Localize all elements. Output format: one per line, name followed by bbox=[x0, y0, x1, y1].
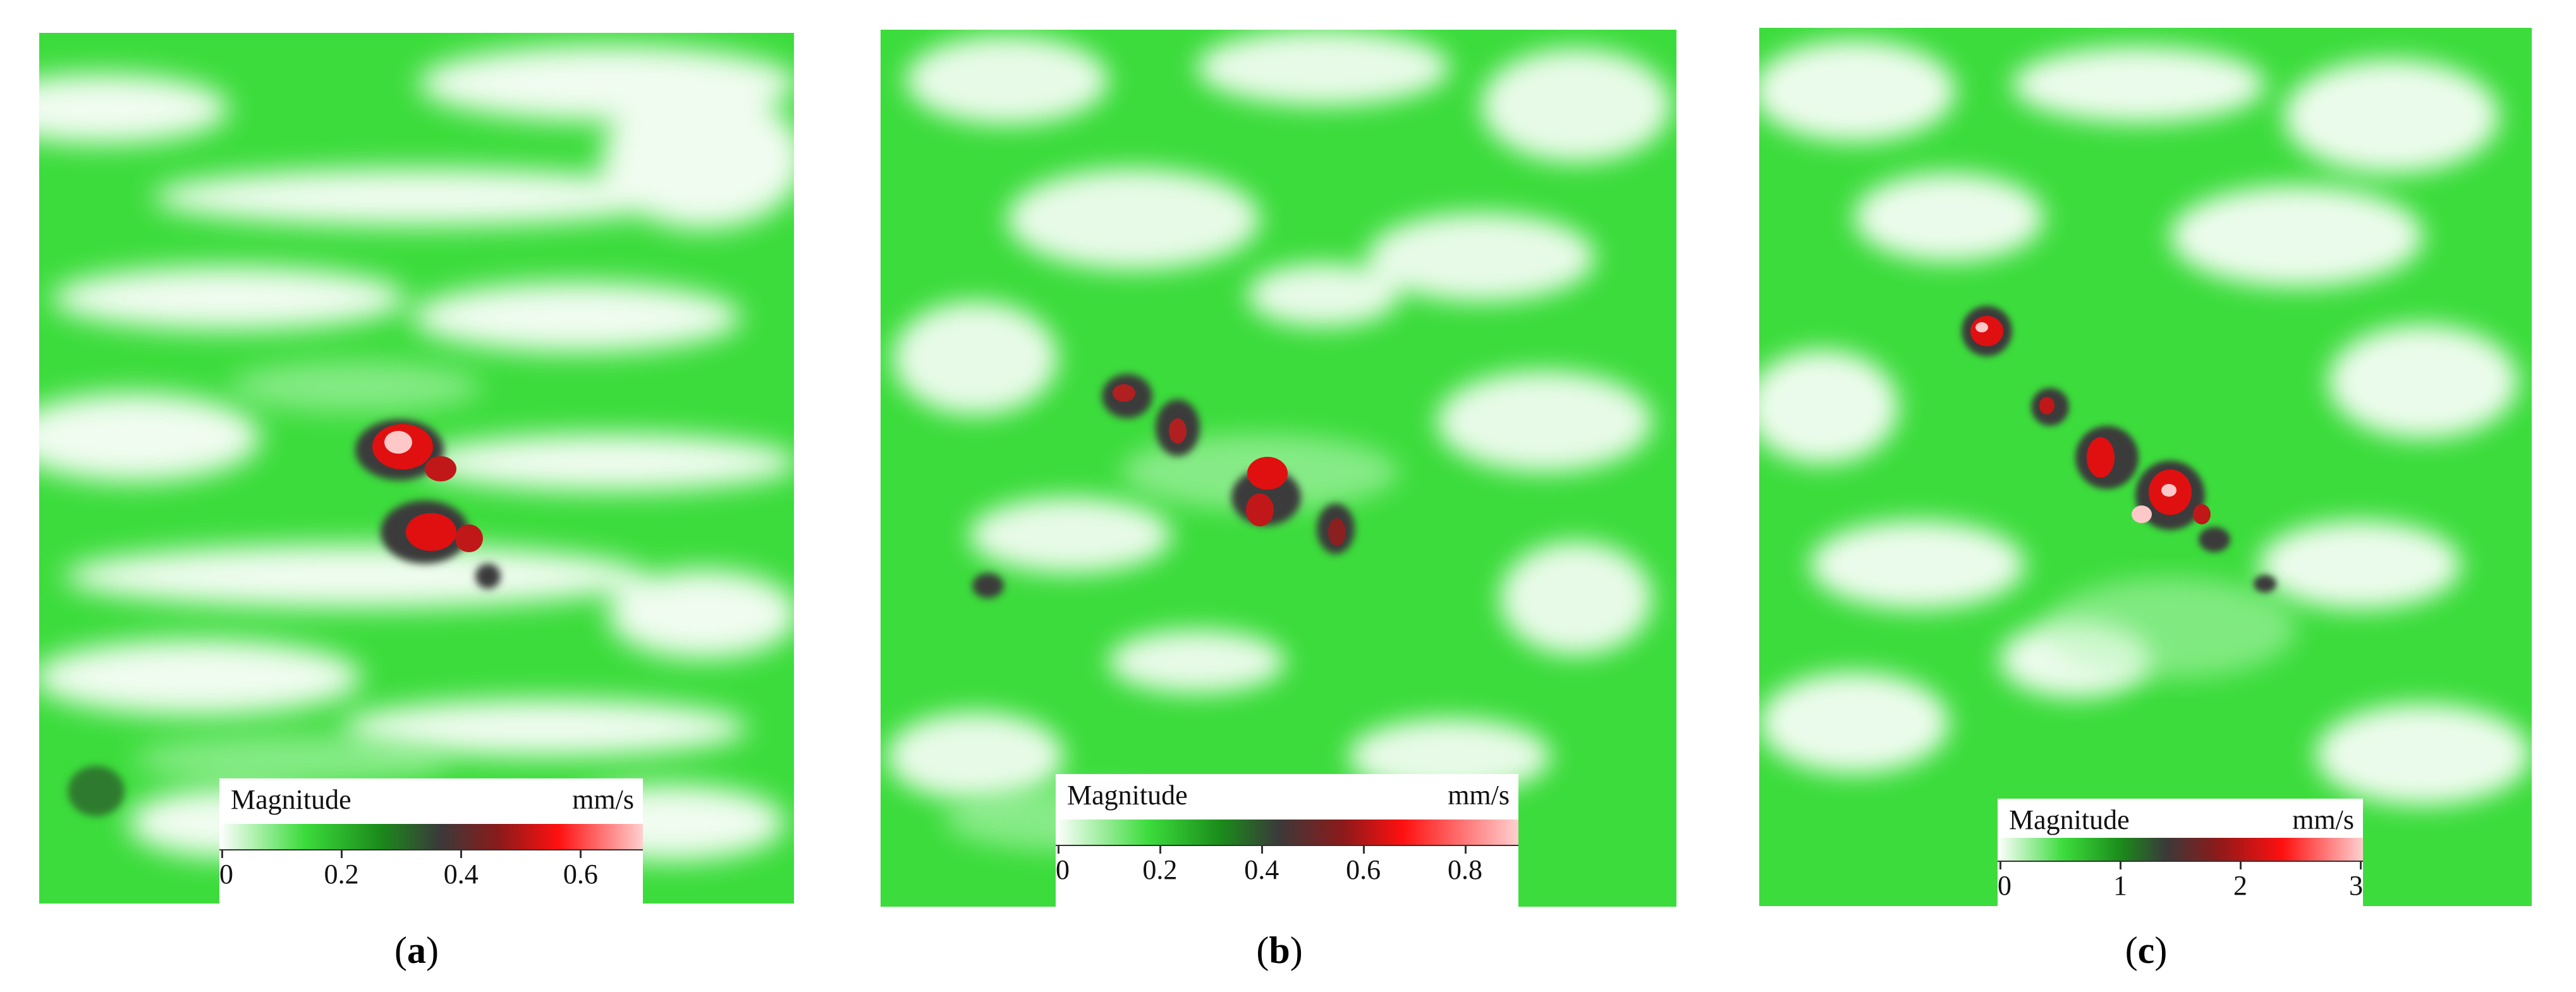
hotspot-a bbox=[68, 420, 501, 816]
color-bar-b bbox=[1056, 820, 1518, 845]
legend-title-b: Magnitude bbox=[1067, 780, 1188, 811]
velocity-field-b bbox=[881, 30, 1676, 907]
legend-tick bbox=[221, 849, 223, 858]
hotspot-b bbox=[972, 374, 1355, 598]
legend-tick-label: 2 bbox=[2233, 870, 2247, 901]
color-scale-legend-b: Magnitude mm/s 0 0.2 0.4 0.6 0.8 bbox=[1056, 774, 1518, 907]
contour-map-b: Magnitude mm/s 0 0.2 0.4 0.6 0.8 bbox=[881, 30, 1676, 907]
legend-tick bbox=[341, 849, 343, 858]
legend-tick-label: 0.8 bbox=[1448, 854, 1483, 885]
caption-a: (a) bbox=[353, 929, 480, 972]
color-bar-c bbox=[1998, 838, 2363, 861]
legend-tick-label: 0.2 bbox=[324, 859, 359, 890]
caption-close-b: ) bbox=[1290, 929, 1303, 971]
velocity-field-a bbox=[39, 33, 794, 904]
legend-tick-label: 0.4 bbox=[443, 859, 479, 890]
legend-tick bbox=[1362, 845, 1365, 854]
legend-unit-b: mm/s bbox=[1448, 780, 1510, 811]
legend-tick bbox=[1261, 845, 1263, 854]
legend-tick bbox=[2240, 861, 2242, 869]
legend-tick-label: 0.4 bbox=[1244, 854, 1279, 885]
legend-tick-label: 0 bbox=[219, 859, 233, 890]
legend-title-a: Magnitude bbox=[231, 784, 351, 815]
legend-axis-a bbox=[219, 849, 643, 850]
caption-letter-a: a bbox=[407, 929, 426, 971]
legend-tick-label: 0 bbox=[1056, 854, 1070, 885]
legend-title-c: Magnitude bbox=[2009, 804, 2130, 835]
legend-tick-label: 0.2 bbox=[1142, 854, 1178, 885]
legend-tick-label: 0 bbox=[1998, 870, 2011, 901]
legend-tick bbox=[2360, 861, 2362, 869]
legend-tick bbox=[1159, 845, 1161, 854]
legend-tick-label: 0.6 bbox=[1346, 854, 1381, 885]
legend-tick bbox=[1058, 845, 1059, 854]
legend-tick bbox=[1999, 861, 2001, 869]
caption-close-c: ) bbox=[2154, 929, 2168, 971]
legend-axis-b bbox=[1056, 845, 1518, 846]
legend-tick bbox=[1464, 845, 1467, 854]
caption-open-b: ( bbox=[1256, 929, 1269, 971]
caption-letter-b: b bbox=[1269, 929, 1290, 971]
caption-open-a: ( bbox=[394, 929, 407, 971]
caption-close-a: ) bbox=[426, 929, 439, 971]
legend-tick bbox=[2120, 861, 2121, 869]
legend-unit-c: mm/s bbox=[2292, 804, 2354, 835]
contour-map-a: Magnitude mm/s 0 0.2 0.4 0.6 bbox=[39, 33, 794, 904]
color-scale-legend-a: Magnitude mm/s 0 0.2 0.4 0.6 bbox=[219, 778, 643, 904]
legend-tick-label: 0.6 bbox=[563, 859, 598, 890]
caption-b: (b) bbox=[1216, 929, 1343, 972]
velocity-field-c bbox=[1759, 28, 2532, 906]
legend-axis-c bbox=[1998, 861, 2363, 862]
color-bar-a bbox=[219, 824, 643, 849]
caption-letter-c: c bbox=[2137, 929, 2155, 971]
legend-unit-a: mm/s bbox=[572, 784, 634, 815]
hotspot-c bbox=[1962, 306, 2276, 593]
color-scale-legend-c: Magnitude mm/s 0 1 2 3 bbox=[1998, 799, 2363, 906]
legend-tick-label: 3 bbox=[2349, 870, 2363, 901]
contour-map-c: Magnitude mm/s 0 1 2 3 bbox=[1759, 28, 2532, 906]
legend-tick bbox=[460, 849, 463, 858]
caption-c: (c) bbox=[2083, 929, 2209, 972]
legend-tick bbox=[580, 849, 582, 858]
caption-open-c: ( bbox=[2125, 929, 2138, 971]
legend-tick-label: 1 bbox=[2113, 870, 2127, 901]
